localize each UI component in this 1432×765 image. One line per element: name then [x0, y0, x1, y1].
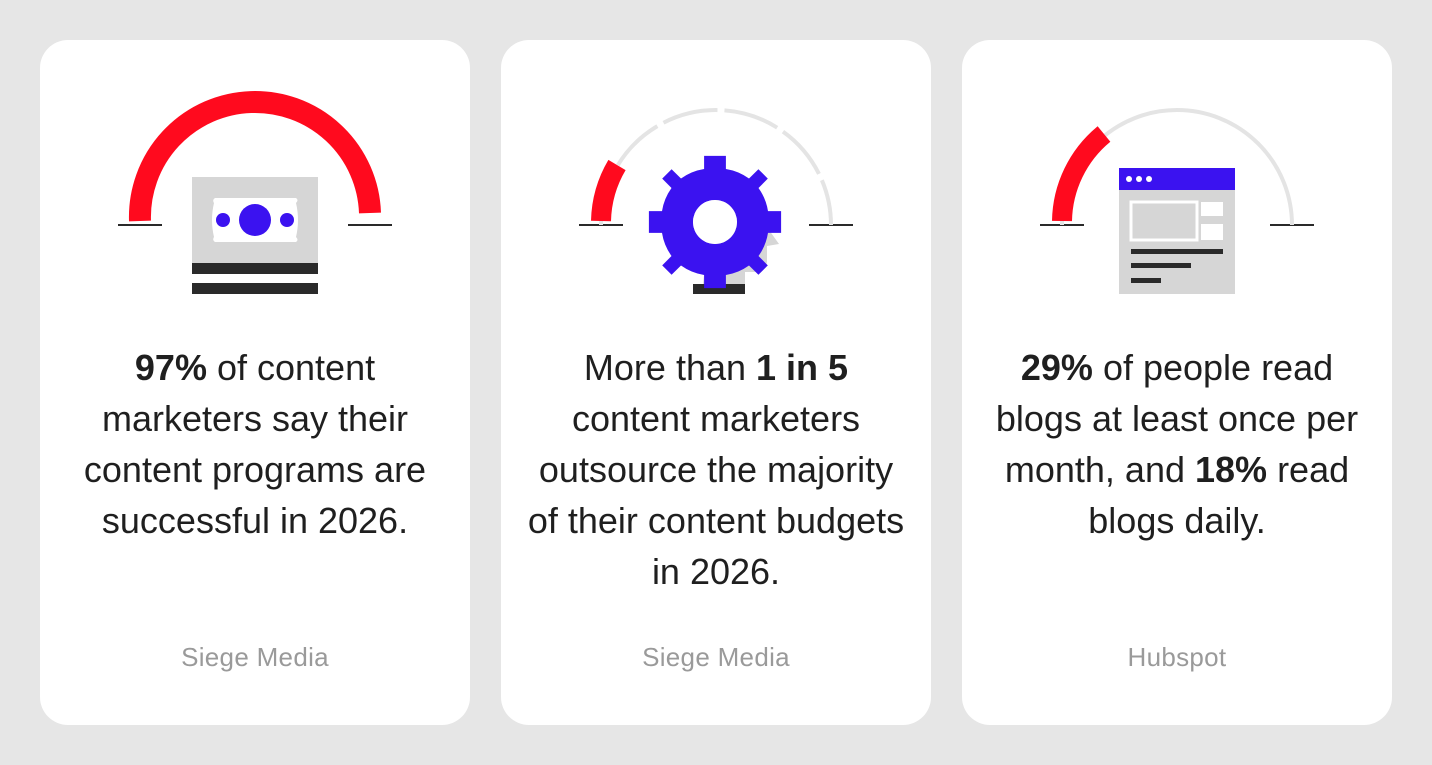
- stat-highlight: 1 in 5: [756, 347, 849, 388]
- source-label: Hubspot: [1127, 642, 1227, 672]
- source-label: Siege Media: [181, 642, 329, 672]
- stat-post: read blogs daily.: [1088, 449, 1350, 541]
- stat-text: More than 1 in 5 content marketers outso…: [521, 342, 911, 597]
- stat-text: 29% of people read blogs at least once p…: [982, 342, 1372, 546]
- stat-card-content-success: 97% of content marketers say their conte…: [40, 40, 470, 725]
- money-bill-icon: [192, 177, 318, 294]
- source-label: Siege Media: [642, 642, 790, 672]
- stat-body: of people read blogs at least once per m…: [995, 347, 1359, 490]
- stat-highlight-daily: 18%: [1195, 449, 1268, 490]
- gauge-fill: [591, 159, 626, 222]
- stat-highlight-monthly: 29%: [1020, 347, 1093, 388]
- gauge-illustration: [1040, 108, 1314, 294]
- stat-pre: More than: [583, 347, 757, 388]
- gauge-illustration: [579, 108, 853, 294]
- browser-window-icon: [1119, 168, 1235, 294]
- gauge-illustration: [118, 90, 392, 294]
- stat-card-outsourcing: More than 1 in 5 content marketers outso…: [501, 40, 931, 725]
- stat-body: of content marketers say their content p…: [83, 347, 427, 541]
- stat-highlight: 97%: [134, 347, 207, 388]
- stat-body: content marketers outsource the majority…: [527, 398, 905, 592]
- gauge-fill: [1052, 126, 1111, 222]
- gauge-fill: [128, 90, 381, 222]
- stat-text: 97% of content marketers say their conte…: [60, 342, 450, 546]
- gear-head-icon: [648, 155, 782, 294]
- stat-card-blog-readers: 29% of people read blogs at least once p…: [962, 40, 1392, 725]
